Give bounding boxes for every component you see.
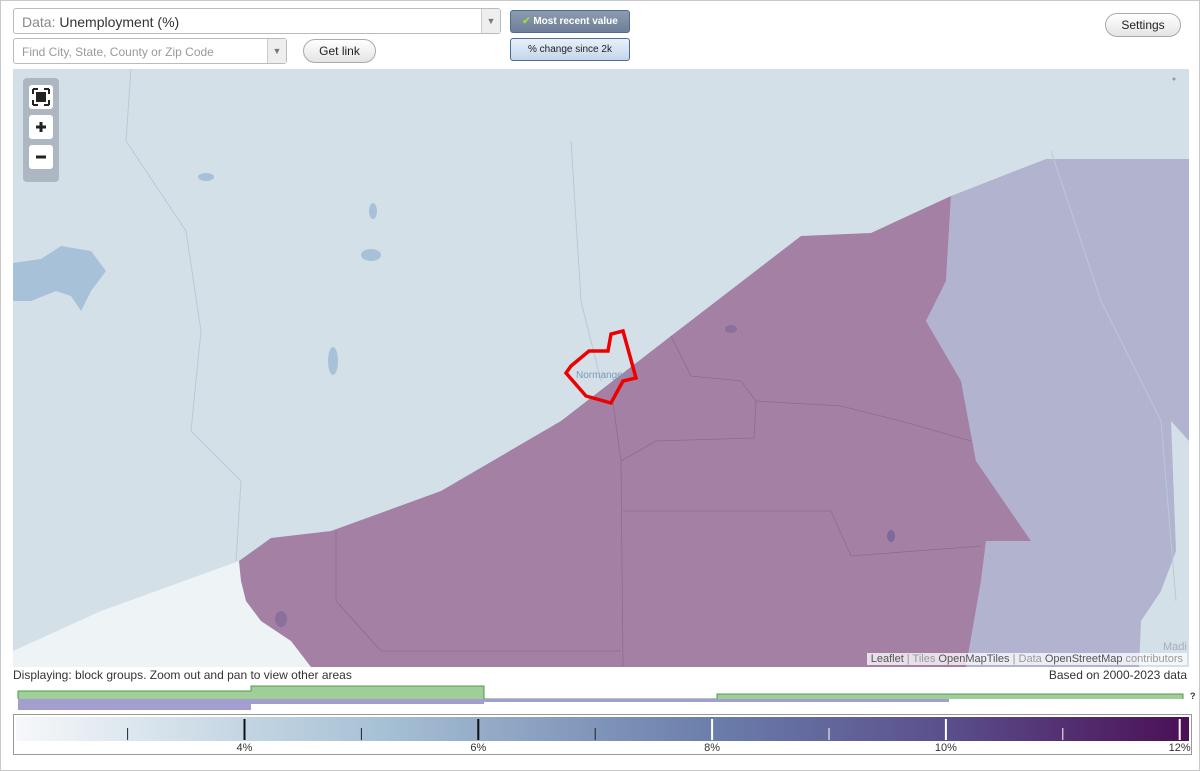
most-recent-toggle[interactable]: ✔ Most recent value [510,10,630,33]
block-boundaries [335,335,982,667]
search-placeholder: Find City, State, County or Zip Code [22,45,214,59]
selected-place-outline [563,328,639,406]
attribution-part: | [903,653,913,665]
legend-label: 8% [704,742,720,754]
region-purple [239,196,1031,667]
data-select[interactable]: Data: Unemployment (%) ▼ [13,8,501,34]
legend-label: 6% [470,742,486,754]
settings-button[interactable]: Settings [1105,13,1181,37]
color-legend: 4% 6% 8% 10% 12% [13,714,1192,755]
get-link-button[interactable]: Get link [303,39,376,63]
most-recent-label: Most recent value [533,16,618,27]
displaying-note: Displaying: block groups. Zoom out and p… [13,668,352,682]
map[interactable]: Normangee Madi [13,69,1189,667]
help-mark[interactable]: ? [1190,691,1196,701]
region-lavender [926,159,1189,667]
attribution-part: contributors [1122,653,1183,665]
attribution-part: Tiles [912,653,939,665]
data-label: Data: [22,14,56,30]
zoom-in-button[interactable] [29,115,53,139]
data-value: Unemployment (%) [59,14,180,30]
zoom-controls [23,78,59,182]
attribution-part[interactable]: Leaflet [870,653,904,665]
attribution: Leaflet | Tiles OpenMapTiles | Data Open… [866,653,1187,665]
roads [125,69,1177,602]
attribution-part: Data [1018,653,1045,665]
legend-gradient [16,717,1189,741]
search-box[interactable]: Find City, State, County or Zip Code ▼ [13,38,287,64]
legend-label: 12% [1169,742,1191,754]
pct-change-toggle[interactable]: % change since 2k [510,38,630,61]
fullscreen-button[interactable] [29,85,53,109]
corner-place-label: Madi [1163,641,1187,653]
attribution-part[interactable]: OpenMapTiles [938,653,1010,665]
attribution-part: | [1009,653,1019,665]
coverage-histogram: ? [17,685,1196,710]
legend-label: 4% [237,742,253,754]
legend-label: 10% [935,742,957,754]
map-dot [1172,77,1176,81]
zoom-out-button[interactable] [29,145,53,169]
data-range-note: Based on 2000-2023 data [1048,668,1187,682]
check-icon: ✔ [522,16,531,27]
place-label: Normangee [576,370,629,381]
attribution-part[interactable]: OpenStreetMap [1044,653,1123,665]
search-arrow: ▼ [267,39,286,63]
water [13,173,895,627]
region-light [13,561,311,667]
select-arrow: ▼ [481,9,500,33]
